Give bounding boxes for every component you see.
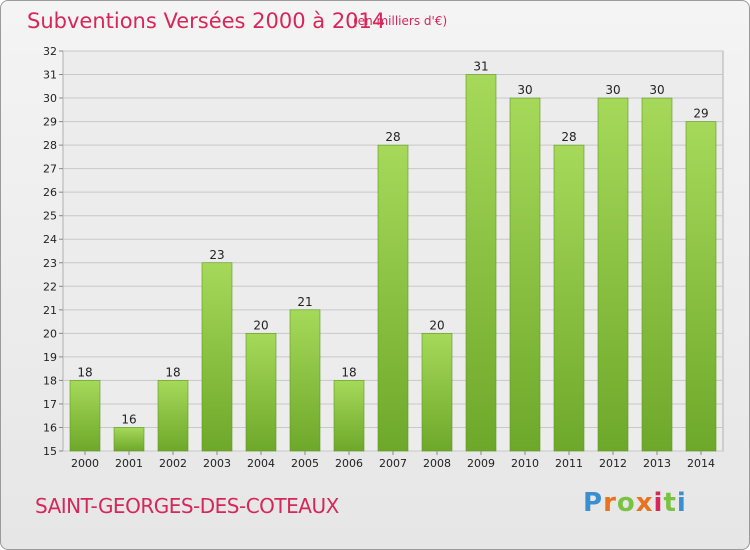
y-tick-label: 28 <box>43 139 57 152</box>
chart-title: Subventions Versées 2000 à 2014 <box>27 9 386 33</box>
logo-letter: o <box>616 488 636 518</box>
bar-2004[interactable] <box>245 333 277 452</box>
x-axis: 2000 2001 2002 2003 2004 2005 2006 2007 2008 2009… <box>71 451 715 470</box>
y-tick-label: 20 <box>43 327 57 340</box>
bar-2002[interactable] <box>157 380 189 452</box>
logo-letter: x <box>635 488 654 518</box>
x-tick-label-2006: 2006 <box>335 457 363 470</box>
y-tick-label: 32 <box>43 45 57 58</box>
y-tick-label: 21 <box>43 304 57 317</box>
unit-label: (en milliers d'€) <box>353 14 448 28</box>
logo-letter: i <box>676 488 687 518</box>
data-label-2014: 29 <box>693 107 708 121</box>
y-tick-label: 23 <box>43 257 57 270</box>
x-tick-label-2008: 2008 <box>423 457 451 470</box>
logo-letter: t <box>663 488 677 518</box>
y-tick-label: 24 <box>43 233 57 246</box>
town-name: SAINT-GEORGES-DES-COTEAUX <box>35 494 339 518</box>
bar-2003[interactable] <box>201 262 233 452</box>
data-label-2000: 18 <box>77 365 92 379</box>
y-tick-label: 30 <box>43 92 57 105</box>
data-label-2006: 18 <box>341 365 356 379</box>
data-label-2001: 16 <box>121 412 136 426</box>
bar-2012[interactable] <box>597 97 629 452</box>
y-axis: 15 16 17 18 19 20 21 22 23 24 25 26 27 28 29 30 31 32 <box>43 45 63 458</box>
data-label-2013: 30 <box>649 83 664 97</box>
x-tick-label-2013: 2013 <box>643 457 671 470</box>
x-tick-label-2005: 2005 <box>291 457 319 470</box>
data-label-2004: 20 <box>253 318 268 332</box>
bar-2014[interactable] <box>685 121 717 452</box>
bar-2008[interactable] <box>421 333 453 452</box>
data-label-2007: 28 <box>385 130 400 144</box>
x-tick-label-2007: 2007 <box>379 457 407 470</box>
y-tick-label: 17 <box>43 398 57 411</box>
proxiti-logo[interactable]: Proxiti <box>583 488 687 518</box>
y-tick-label: 15 <box>43 445 57 458</box>
data-label-2011: 28 <box>561 130 576 144</box>
data-label-2003: 23 <box>209 248 224 262</box>
bar-2001[interactable] <box>113 427 145 452</box>
y-tick-label: 25 <box>43 210 57 223</box>
x-tick-label-2001: 2001 <box>115 457 143 470</box>
y-tick-label: 16 <box>43 421 57 434</box>
y-tick-label: 31 <box>43 69 57 82</box>
bars: 18 16 18 23 20 21 18 28 20 31 30 28 30 30 29 <box>69 60 717 452</box>
y-tick-label: 22 <box>43 280 57 293</box>
logo-letter: r <box>603 488 617 518</box>
x-tick-label-2003: 2003 <box>203 457 231 470</box>
data-label-2012: 30 <box>605 83 620 97</box>
data-label-2008: 20 <box>429 318 444 332</box>
bar-2000[interactable] <box>69 380 101 452</box>
x-tick-label-2000: 2000 <box>71 457 99 470</box>
x-tick-label-2011: 2011 <box>555 457 583 470</box>
data-label-2009: 31 <box>473 60 488 74</box>
bar-2007[interactable] <box>377 144 409 452</box>
bar-2005[interactable] <box>289 309 321 452</box>
data-label-2005: 21 <box>297 295 312 309</box>
x-tick-label-2014: 2014 <box>687 457 715 470</box>
bar-2011[interactable] <box>553 144 585 452</box>
bar-2009[interactable] <box>465 74 497 452</box>
logo-letter: i <box>653 488 664 518</box>
y-tick-label: 27 <box>43 163 57 176</box>
y-tick-label: 19 <box>43 351 57 364</box>
logo-letter: P <box>583 488 604 518</box>
y-tick-label: 29 <box>43 116 57 129</box>
x-tick-label-2009: 2009 <box>467 457 495 470</box>
data-label-2010: 30 <box>517 83 532 97</box>
x-tick-label-2012: 2012 <box>599 457 627 470</box>
x-tick-label-2010: 2010 <box>511 457 539 470</box>
x-tick-label-2002: 2002 <box>159 457 187 470</box>
x-tick-label-2004: 2004 <box>247 457 275 470</box>
bar-2006[interactable] <box>333 380 365 452</box>
data-label-2002: 18 <box>165 365 180 379</box>
y-tick-label: 26 <box>43 186 57 199</box>
bar-2013[interactable] <box>641 97 673 452</box>
bar-2010[interactable] <box>509 97 541 452</box>
y-tick-label: 18 <box>43 374 57 387</box>
